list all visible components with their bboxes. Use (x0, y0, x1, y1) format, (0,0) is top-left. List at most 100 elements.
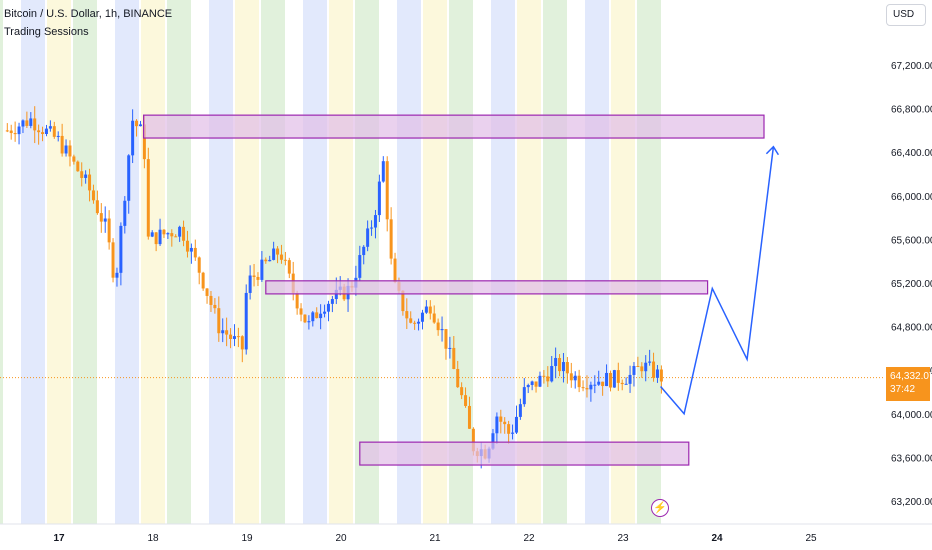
candle-body (644, 362, 648, 372)
time-tick-label: 23 (617, 533, 629, 544)
candle-body (17, 126, 21, 135)
price-tick-label: 66,000.00 (891, 192, 932, 203)
session-band (0, 0, 3, 524)
price-tick-label: 66,800.00 (891, 105, 932, 116)
candle-body (373, 215, 377, 228)
price-tick-label: 63,600.00 (891, 453, 932, 464)
candle-body (330, 299, 334, 304)
candle-body (111, 242, 115, 278)
candle-body (189, 247, 193, 252)
projection-path[interactable] (660, 145, 780, 416)
candle-body (366, 228, 370, 247)
candle-body (565, 362, 569, 374)
candle-body (221, 330, 225, 334)
lightning-bolt-icon[interactable]: ⚡ (651, 499, 669, 517)
candle-body (248, 275, 252, 293)
candle-body (33, 118, 37, 131)
candle-body (264, 259, 268, 262)
candle-body (358, 255, 362, 278)
candle-body (256, 276, 260, 280)
projection-line[interactable] (660, 146, 775, 416)
candle-body (21, 120, 25, 127)
symbol-title[interactable]: Bitcoin / U.S. Dollar, 1h, BINANCE (4, 8, 173, 20)
candle-body (362, 246, 366, 256)
candle-body (135, 120, 139, 127)
candle-body (232, 336, 236, 339)
candle-body (589, 384, 593, 390)
price-tick-label: 67,200.00 (891, 61, 932, 72)
candle-body (593, 384, 597, 386)
candle-body (652, 361, 656, 378)
candle-body (29, 118, 33, 126)
candle-body (522, 387, 526, 405)
candle-body (37, 130, 41, 133)
candle-body (436, 322, 440, 331)
candle-body (370, 227, 374, 229)
candle-body (413, 322, 417, 324)
current-price-tag: 64,332.07 37:42 (886, 367, 932, 401)
candle-body (432, 313, 436, 323)
candle-body (260, 259, 264, 280)
session-band (209, 0, 233, 524)
candle-body (558, 357, 562, 372)
candle-body (377, 181, 381, 216)
candle-body (546, 376, 550, 382)
candle-body (279, 254, 283, 260)
candle-body (201, 272, 205, 289)
candle-body (405, 311, 409, 319)
candle-body (76, 161, 80, 172)
candle-body (56, 135, 60, 137)
currency-button[interactable]: USD (886, 4, 926, 26)
candle-body (507, 424, 511, 434)
session-band (329, 0, 353, 524)
session-band (637, 0, 661, 524)
price-zone-2[interactable] (265, 280, 709, 295)
candle-body (597, 381, 601, 385)
time-tick-label: 24 (711, 533, 723, 544)
candle-body (295, 292, 299, 309)
candle-body (464, 395, 468, 406)
candle-body (424, 306, 428, 313)
candle-body (499, 416, 503, 422)
candle-body (64, 145, 68, 154)
price-zones[interactable] (143, 114, 765, 466)
time-tick-label: 22 (523, 533, 535, 544)
candle-body (401, 290, 405, 312)
candle-body (193, 247, 197, 258)
candle-body (655, 369, 659, 378)
session-band (235, 0, 259, 524)
candle-body (554, 357, 558, 367)
time-tick-label: 21 (429, 533, 441, 544)
candle-body (389, 219, 393, 259)
price-zone-1[interactable] (143, 114, 765, 139)
candle-body (573, 375, 577, 381)
candle-body (511, 432, 515, 434)
candle-body (452, 347, 456, 369)
session-band (491, 0, 515, 524)
indicator-label[interactable]: Trading Sessions (4, 26, 89, 38)
time-axis-background (0, 524, 932, 550)
candle-body (518, 404, 522, 417)
candle-body (648, 361, 652, 363)
candle-body (616, 370, 620, 383)
candle-body (561, 362, 565, 372)
candle-body (272, 248, 276, 260)
candle-body (178, 226, 182, 237)
price-tick-label: 64,800.00 (891, 323, 932, 334)
time-axis[interactable]: 17 18 19 20 21 22 23 24 25 (0, 523, 932, 550)
candle-body (236, 336, 240, 338)
candle-body (107, 218, 111, 243)
candle-body (225, 330, 229, 335)
candle-body (385, 161, 389, 220)
price-zone-3[interactable] (359, 441, 690, 466)
candle-body (131, 120, 135, 156)
candle-body (514, 416, 518, 433)
candle-body (620, 382, 624, 385)
candle-body (283, 259, 287, 261)
candle-body (197, 257, 201, 273)
price-axis[interactable]: 67,200.00 66,800.00 66,400.00 66,000.00 65,6… (884, 0, 932, 550)
time-tick-label: 25 (805, 533, 817, 544)
session-band (543, 0, 567, 524)
candle-body (534, 381, 538, 387)
